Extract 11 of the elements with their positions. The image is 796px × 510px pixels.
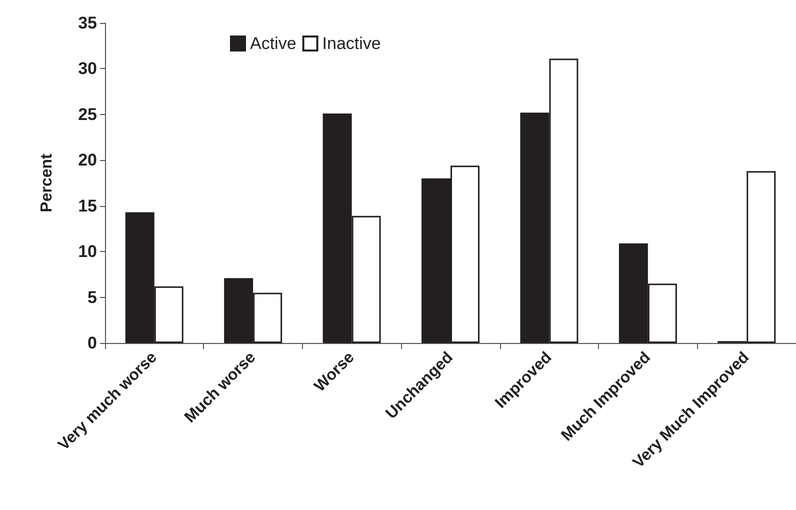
- y-tick-label: 20: [78, 150, 97, 170]
- y-tick-label: 0: [88, 334, 97, 352]
- y-tick-label: 25: [78, 104, 97, 124]
- y-tick-label: 30: [78, 59, 97, 78]
- legend-label: Inactive: [322, 34, 381, 53]
- y-tick-label: 10: [78, 242, 97, 262]
- y-axis-title: Percent: [38, 152, 56, 212]
- legend-label: Active: [250, 34, 296, 53]
- y-tick-label: 5: [88, 288, 97, 307]
- y-tick-label: 35: [78, 14, 97, 32]
- y-tick-label: 15: [78, 196, 97, 216]
